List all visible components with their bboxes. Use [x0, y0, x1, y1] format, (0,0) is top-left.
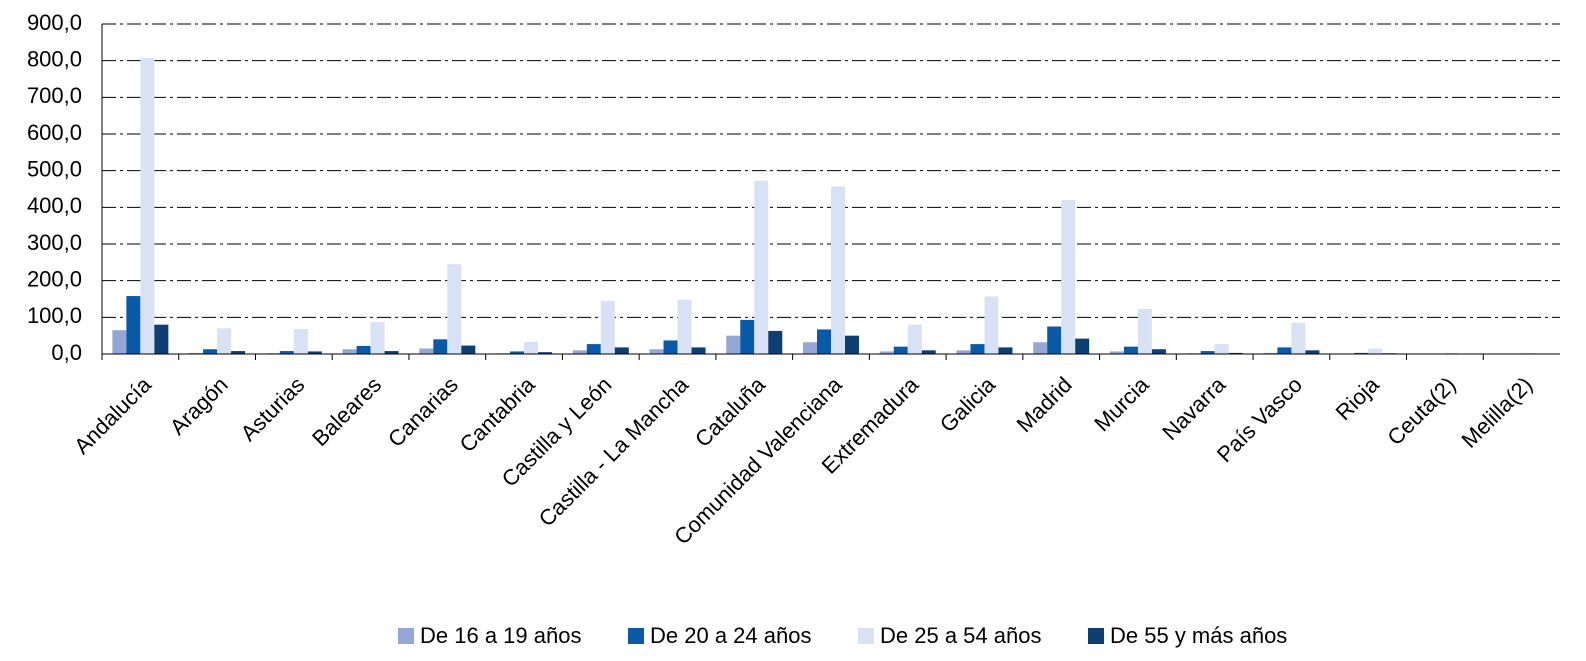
- bar: [754, 180, 769, 354]
- bar: [1033, 342, 1048, 354]
- bar: [614, 347, 629, 354]
- bar: [1277, 347, 1292, 354]
- bar: [1123, 346, 1138, 354]
- x-tick-label: Baleares: [307, 372, 386, 451]
- bar: [447, 264, 462, 354]
- y-tick-label: 0,0: [51, 340, 82, 365]
- legend-swatch: [858, 628, 874, 644]
- bar: [231, 351, 246, 354]
- legend-label: De 55 y más años: [1110, 623, 1287, 648]
- bar: [956, 350, 971, 354]
- bar: [907, 324, 922, 354]
- bar: [1368, 348, 1383, 354]
- bar: [1444, 352, 1459, 354]
- y-tick-label: 200,0: [27, 266, 82, 291]
- bar: [1047, 326, 1062, 354]
- bar: [921, 350, 936, 354]
- y-tick-label: 700,0: [27, 83, 82, 108]
- bar: [1061, 200, 1076, 354]
- y-tick-label: 600,0: [27, 120, 82, 145]
- legend-swatch: [628, 628, 644, 644]
- x-tick-label: Navarra: [1157, 371, 1231, 445]
- bar: [1151, 349, 1166, 354]
- bar: [998, 347, 1013, 354]
- x-tick-label: Murcia: [1089, 371, 1154, 436]
- x-tick-label: Melilla(2): [1456, 372, 1537, 453]
- bar: [984, 296, 999, 354]
- bar: [845, 335, 859, 354]
- y-tick-label: 800,0: [27, 46, 82, 71]
- bar: [1137, 308, 1152, 354]
- x-tick-label: Andalucía: [69, 371, 156, 458]
- bar: [572, 350, 587, 354]
- legend-label: De 20 a 24 años: [650, 623, 811, 648]
- bar: [510, 351, 525, 354]
- legend-swatch: [1088, 628, 1104, 644]
- bar: [1354, 352, 1369, 354]
- bar: [189, 352, 204, 354]
- y-tick-label: 100,0: [27, 303, 82, 328]
- bar: [538, 352, 553, 354]
- bar: [356, 345, 371, 354]
- x-tick-label: Ceuta(2): [1382, 372, 1460, 450]
- bar: [293, 329, 308, 354]
- bar: [831, 186, 845, 354]
- bar: [879, 351, 894, 354]
- bar: [1263, 352, 1278, 354]
- bar: [768, 330, 783, 354]
- bar: [663, 340, 678, 354]
- bar: [126, 296, 141, 354]
- bar: [740, 319, 755, 354]
- bar: [1214, 344, 1229, 354]
- bar: [691, 347, 706, 354]
- x-tick-label: Galicia: [935, 371, 1001, 437]
- x-tick-label: Asturias: [236, 372, 310, 446]
- bar: [279, 351, 294, 354]
- bar: [112, 330, 127, 354]
- bar: [649, 349, 664, 354]
- y-tick-label: 900,0: [27, 10, 82, 35]
- x-tick-label: Rioja: [1331, 371, 1385, 425]
- bar: [140, 57, 155, 354]
- bar: [384, 351, 399, 354]
- legend-swatch: [398, 628, 414, 644]
- bar: [817, 329, 831, 354]
- x-tick-label: Madrid: [1012, 372, 1077, 437]
- y-tick-label: 300,0: [27, 230, 82, 255]
- bar: [1228, 352, 1243, 354]
- bar: [433, 339, 448, 354]
- x-tick-label: Castilla - La Mancha: [534, 371, 694, 531]
- bar: [461, 345, 476, 354]
- bar: [600, 300, 615, 354]
- bar: [342, 349, 357, 354]
- legend-label: De 16 a 19 años: [420, 623, 581, 648]
- x-tick-label: Aragón: [165, 372, 233, 440]
- bar: [154, 324, 169, 354]
- bar: [970, 344, 985, 354]
- bar: [1291, 322, 1306, 354]
- x-tick-label: Canarias: [383, 372, 463, 452]
- bar: [677, 299, 692, 354]
- bar: [1305, 350, 1320, 354]
- bar: [1200, 351, 1215, 354]
- y-tick-label: 400,0: [27, 193, 82, 218]
- bar: [586, 344, 601, 354]
- bar: [217, 328, 232, 354]
- bar: [370, 322, 385, 354]
- bar: [893, 346, 908, 354]
- bar: [524, 341, 539, 354]
- bar: [1109, 351, 1124, 354]
- bar: [203, 349, 218, 354]
- bar: [803, 342, 817, 354]
- y-tick-label: 500,0: [27, 156, 82, 181]
- bar: [307, 351, 322, 354]
- legend-label: De 25 a 54 años: [880, 623, 1041, 648]
- bar: [1075, 338, 1090, 354]
- bar: [419, 348, 434, 354]
- bar: [726, 335, 741, 354]
- x-tick-label: Cataluña: [690, 371, 770, 451]
- bar: [1521, 352, 1536, 354]
